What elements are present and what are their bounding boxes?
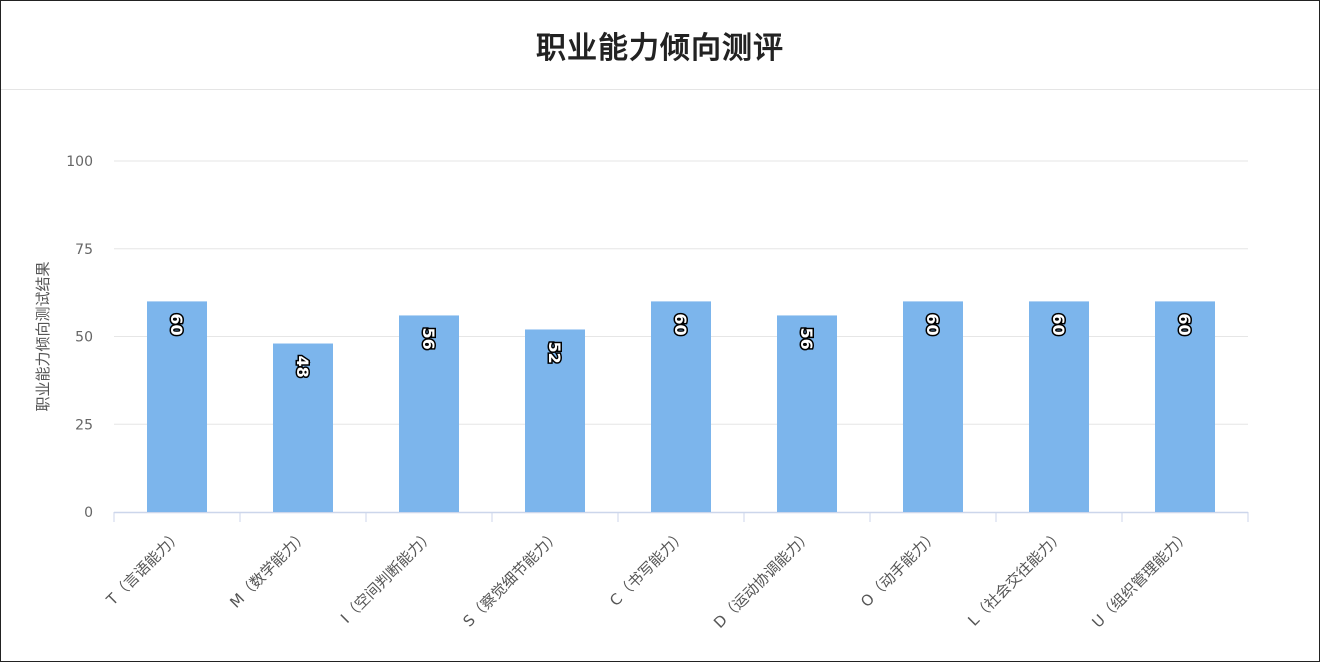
bar [273, 343, 333, 512]
y-tick-label: 0 [84, 505, 93, 521]
x-tick-label: D（运动协调能力） [710, 526, 816, 632]
bar [399, 315, 459, 512]
x-tick-label: M（数学能力） [226, 526, 312, 612]
data-label: 60 [923, 313, 942, 335]
data-label: 60 [671, 313, 690, 335]
data-label: 56 [797, 327, 816, 349]
data-label: 60 [1049, 313, 1068, 335]
bar [1155, 301, 1215, 512]
data-label: 56 [419, 327, 438, 349]
data-label: 60 [167, 313, 186, 335]
bar [147, 301, 207, 512]
chart-title: 职业能力倾向测评 [536, 31, 784, 66]
y-tick-label: 25 [75, 417, 93, 433]
data-label: 52 [545, 341, 564, 363]
x-tick-label: S（察觉细节能力） [460, 526, 564, 630]
x-tick-label: T（言语能力） [102, 526, 186, 610]
data-label: 48 [293, 356, 312, 378]
x-tick-label: C（书写能力） [606, 526, 690, 610]
y-tick-label: 75 [75, 242, 93, 258]
x-tick-label: U（组织管理能力） [1088, 526, 1193, 631]
bar [1029, 301, 1089, 512]
bar [903, 301, 963, 512]
chart-header: 职业能力倾向测评 [1, 1, 1319, 90]
data-label: 60 [1175, 313, 1194, 335]
y-axis-title: 职业能力倾向测试结果 [34, 261, 52, 411]
bar [777, 315, 837, 512]
bar [651, 301, 711, 512]
x-tick-label: I（空间判断能力） [337, 526, 438, 627]
bar [525, 329, 585, 512]
x-tick-label: O（动手能力） [857, 526, 942, 611]
y-tick-label: 50 [75, 330, 93, 346]
x-tick-label: L（社会交往能力） [964, 526, 1067, 629]
y-tick-label: 100 [66, 154, 93, 170]
